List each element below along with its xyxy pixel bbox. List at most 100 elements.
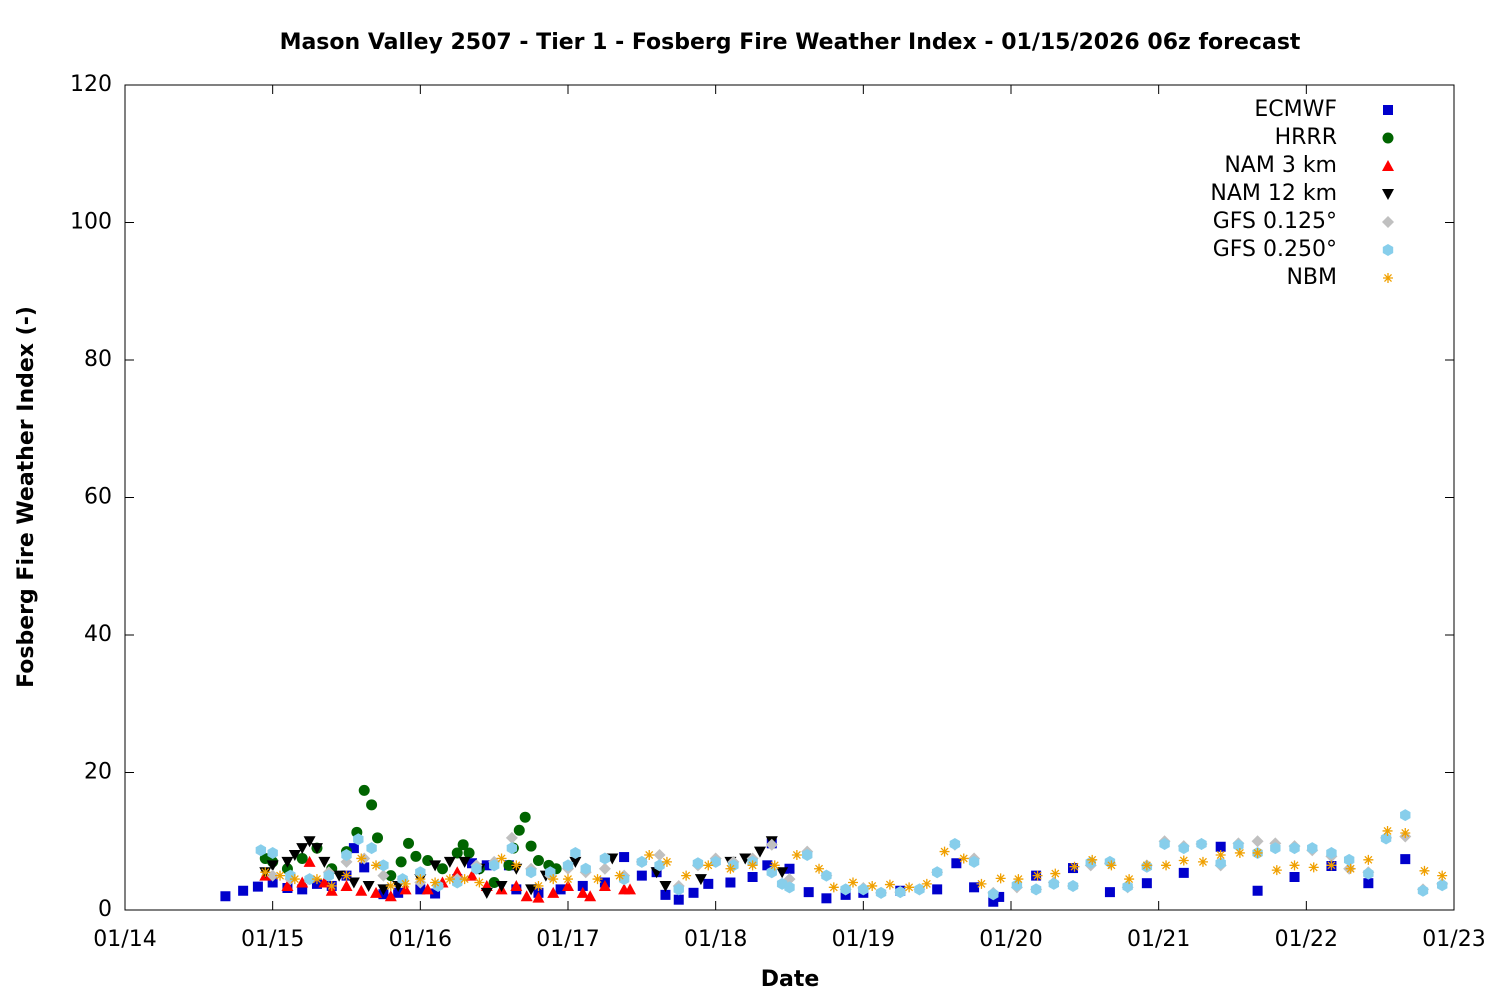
point bbox=[457, 839, 469, 851]
point bbox=[636, 855, 648, 868]
point bbox=[370, 886, 383, 898]
legend-marker bbox=[1382, 189, 1394, 200]
point bbox=[703, 878, 714, 889]
point bbox=[480, 887, 493, 899]
point bbox=[644, 850, 655, 860]
point bbox=[1400, 854, 1411, 865]
point bbox=[348, 843, 359, 854]
point bbox=[304, 873, 315, 886]
point bbox=[326, 880, 337, 891]
point bbox=[821, 893, 832, 904]
point bbox=[562, 879, 574, 891]
point bbox=[681, 870, 692, 881]
point bbox=[584, 890, 597, 902]
point bbox=[281, 879, 294, 891]
point bbox=[310, 843, 323, 855]
x-tick-label: 01/21 bbox=[1127, 927, 1190, 952]
point bbox=[366, 842, 377, 855]
x-tick-label: 01/16 bbox=[389, 927, 452, 952]
point bbox=[769, 860, 780, 871]
point bbox=[904, 882, 915, 893]
point bbox=[393, 887, 404, 898]
point bbox=[347, 877, 360, 889]
point bbox=[384, 890, 397, 902]
point bbox=[443, 856, 456, 868]
point bbox=[415, 884, 426, 895]
series bbox=[255, 809, 1448, 901]
point bbox=[994, 891, 1005, 902]
point bbox=[415, 866, 426, 879]
point bbox=[1104, 887, 1115, 898]
point bbox=[1215, 841, 1226, 852]
point bbox=[949, 838, 961, 850]
point bbox=[463, 847, 475, 859]
point bbox=[400, 878, 411, 889]
x-tick-label: 01/19 bbox=[832, 927, 895, 952]
point bbox=[474, 877, 485, 888]
point bbox=[753, 846, 766, 858]
point bbox=[1417, 884, 1429, 897]
point bbox=[252, 881, 263, 892]
point bbox=[1252, 885, 1263, 896]
point bbox=[636, 870, 647, 881]
point bbox=[303, 836, 316, 848]
point bbox=[747, 860, 758, 871]
point bbox=[266, 860, 279, 872]
point bbox=[366, 799, 378, 811]
point bbox=[377, 869, 390, 882]
y-tick-label: 20 bbox=[84, 760, 112, 785]
point bbox=[323, 869, 334, 882]
point bbox=[703, 860, 714, 871]
point bbox=[296, 843, 309, 855]
point bbox=[895, 886, 906, 899]
point bbox=[570, 846, 581, 859]
point bbox=[525, 840, 537, 852]
point bbox=[318, 856, 331, 868]
legend-label: GFS 0.125° bbox=[1213, 209, 1337, 234]
point bbox=[814, 863, 825, 874]
y-tick-label: 120 bbox=[70, 72, 112, 97]
point bbox=[1141, 860, 1152, 871]
point bbox=[220, 891, 231, 902]
point bbox=[430, 877, 441, 888]
point bbox=[340, 879, 353, 891]
point bbox=[939, 846, 950, 857]
point bbox=[377, 884, 390, 896]
point bbox=[562, 859, 574, 872]
point bbox=[371, 860, 382, 871]
point bbox=[451, 847, 463, 859]
legend-marker bbox=[1382, 160, 1394, 171]
point bbox=[1400, 828, 1411, 838]
point bbox=[725, 877, 736, 888]
point bbox=[1050, 868, 1061, 879]
point bbox=[395, 856, 407, 868]
point bbox=[495, 880, 508, 892]
point bbox=[1159, 838, 1170, 850]
point bbox=[1308, 862, 1319, 873]
point bbox=[547, 886, 560, 898]
point bbox=[429, 860, 442, 872]
point bbox=[1307, 842, 1318, 855]
legend-marker bbox=[1383, 273, 1393, 283]
point bbox=[914, 883, 925, 896]
point bbox=[385, 870, 397, 882]
point bbox=[1233, 839, 1244, 852]
legend-marker bbox=[1383, 105, 1393, 115]
point bbox=[951, 858, 962, 869]
point bbox=[503, 859, 515, 871]
point bbox=[995, 873, 1006, 884]
point bbox=[341, 870, 352, 881]
point bbox=[289, 874, 300, 885]
point bbox=[828, 882, 839, 893]
point bbox=[988, 888, 999, 901]
point bbox=[1343, 853, 1355, 866]
point bbox=[451, 866, 464, 878]
legend-label: ECMWF bbox=[1254, 97, 1337, 122]
point bbox=[341, 849, 352, 861]
point bbox=[362, 880, 375, 892]
point bbox=[1345, 863, 1356, 874]
point bbox=[303, 855, 316, 867]
point bbox=[458, 856, 471, 868]
point bbox=[1030, 883, 1042, 896]
